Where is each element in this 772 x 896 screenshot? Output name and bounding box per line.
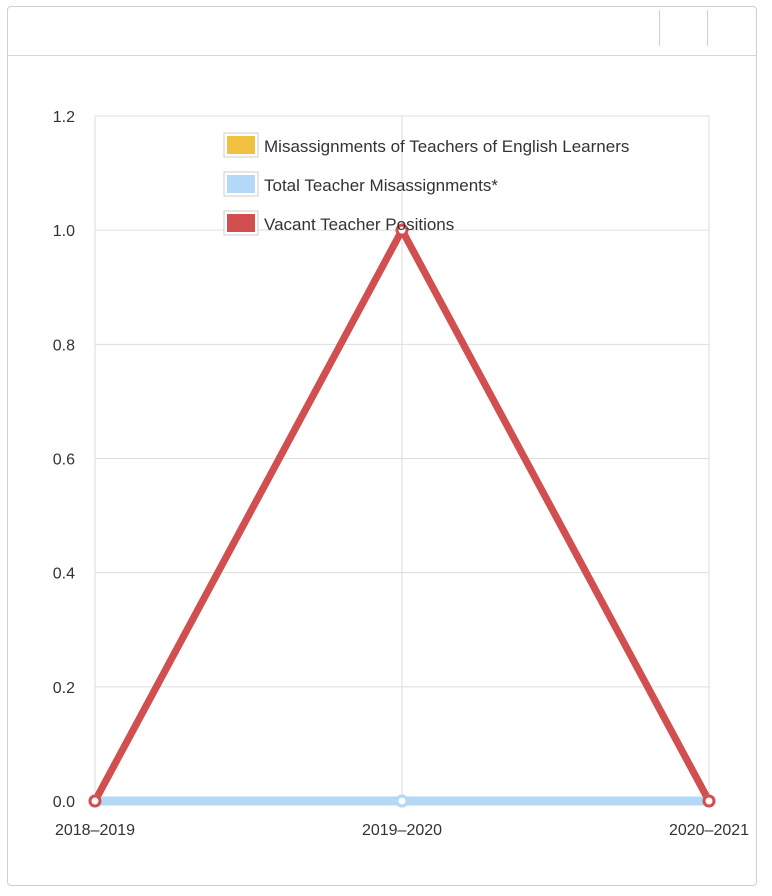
legend-label: Total Teacher Misassignments* — [264, 176, 498, 195]
x-tick-label: 2019–2020 — [362, 822, 442, 839]
y-tick-label: 0.0 — [53, 794, 75, 811]
data-point — [395, 794, 409, 808]
y-tick-label: 0.2 — [53, 680, 75, 697]
y-tick-label: 1.0 — [53, 223, 75, 240]
panel-header — [8, 7, 756, 56]
x-tick-label: 2020–2021 — [669, 822, 749, 839]
header-divider — [707, 10, 708, 46]
legend-swatch — [227, 214, 255, 232]
series-group — [88, 222, 716, 808]
y-axis: 0.0 0.2 0.4 0.6 0.8 1.0 1.2 — [53, 109, 75, 811]
legend-swatch — [227, 136, 255, 154]
data-point — [702, 794, 716, 808]
header-divider — [659, 10, 660, 46]
y-tick-label: 0.6 — [53, 452, 75, 469]
data-point — [395, 223, 409, 237]
x-tick-label: 2018–2019 — [55, 822, 135, 839]
legend-label: Vacant Teacher Positions — [264, 215, 454, 234]
y-tick-label: 0.8 — [53, 337, 75, 354]
legend-swatch — [227, 175, 255, 193]
x-axis: 2018–2019 2019–2020 2020–2021 — [55, 822, 749, 839]
y-tick-label: 1.2 — [53, 109, 75, 126]
legend: Misassignments of Teachers of English Le… — [223, 132, 629, 236]
legend-label: Misassignments of Teachers of English Le… — [264, 137, 629, 156]
y-tick-label: 0.4 — [53, 566, 75, 583]
data-point — [88, 794, 102, 808]
